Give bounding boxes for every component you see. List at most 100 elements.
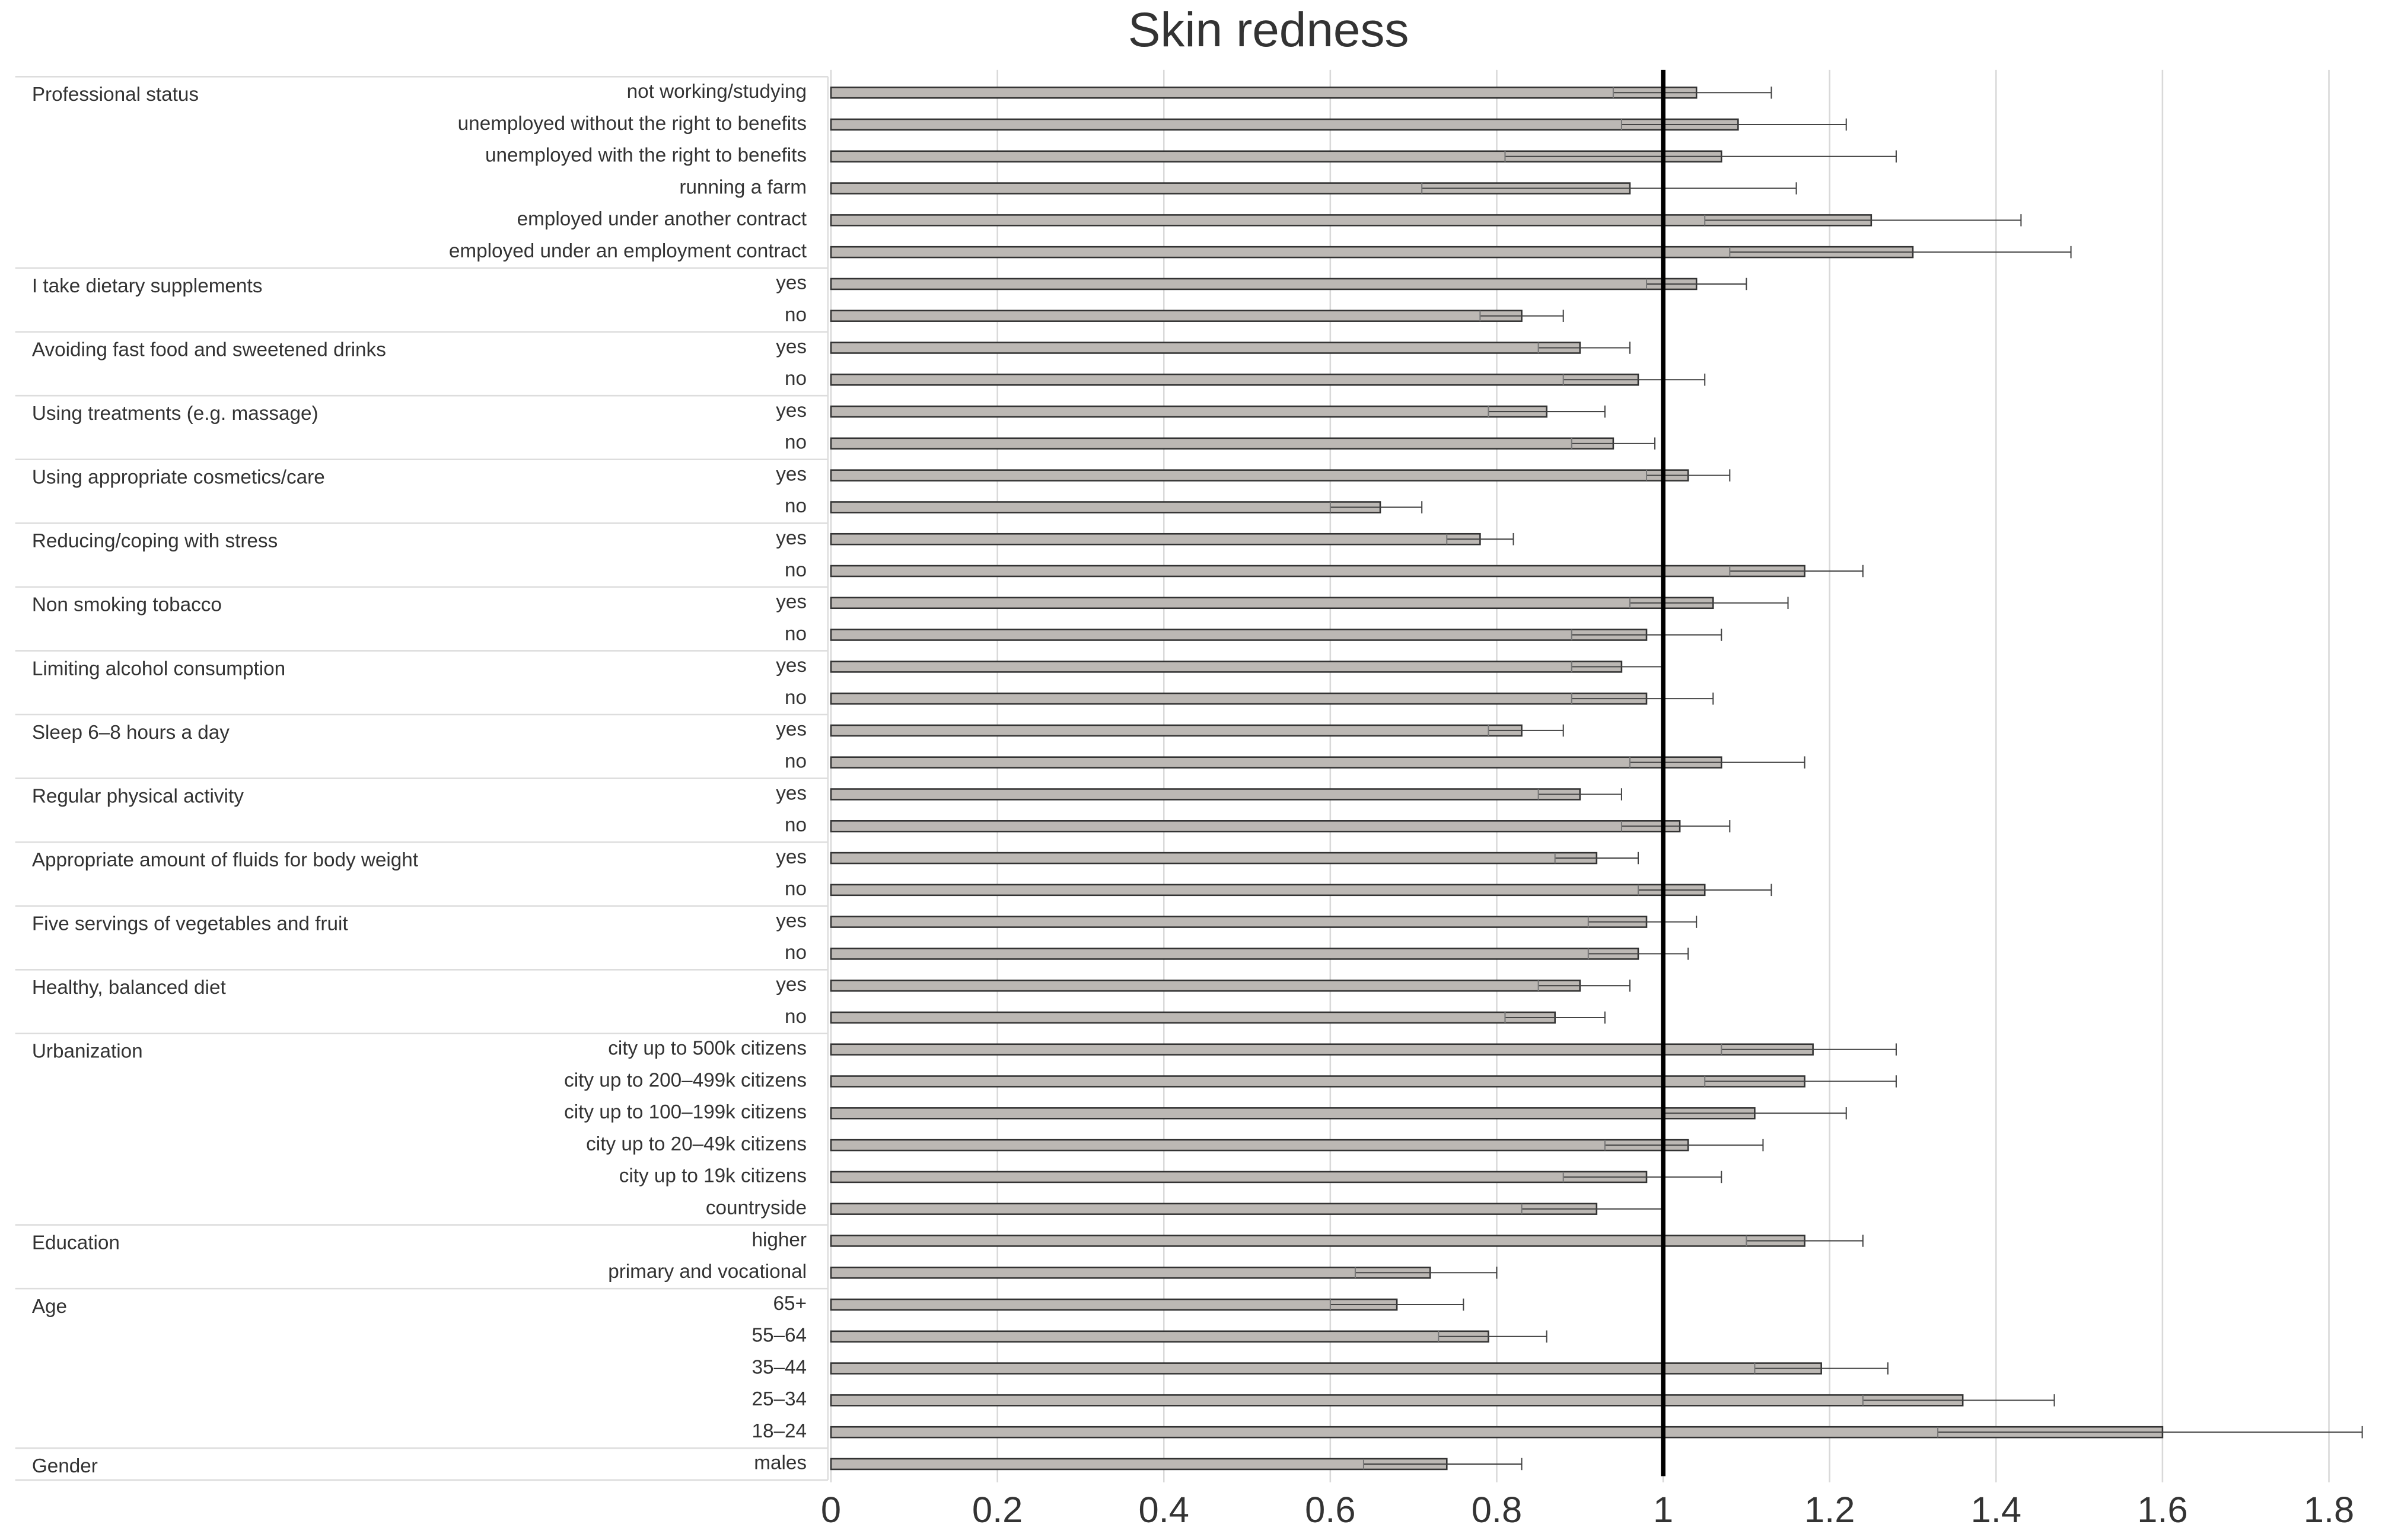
chart-title: Skin redness bbox=[1128, 3, 1409, 57]
category-label: 18–24 bbox=[751, 1420, 807, 1442]
group-label: Using appropriate cosmetics/care bbox=[32, 467, 325, 489]
category-label: no bbox=[785, 304, 807, 326]
bar bbox=[830, 565, 1805, 578]
category-label: city up to 200–499k citizens bbox=[564, 1069, 807, 1091]
group-label: Limiting alcohol consumption bbox=[32, 658, 285, 680]
category-label: primary and vocational bbox=[608, 1261, 807, 1283]
category-label: yes bbox=[776, 463, 807, 485]
bar bbox=[830, 1171, 1648, 1184]
bar bbox=[830, 1203, 1598, 1215]
category-label: males bbox=[754, 1452, 807, 1474]
group-label: Five servings of vegetables and fruit bbox=[32, 913, 348, 935]
category-label: no bbox=[785, 1006, 807, 1028]
bar bbox=[830, 1458, 1448, 1471]
bar bbox=[830, 820, 1681, 833]
group-label: Regular physical activity bbox=[32, 785, 244, 807]
category-label: yes bbox=[776, 782, 807, 804]
category-label: unemployed without the right to benefits bbox=[458, 113, 807, 135]
category-label: no bbox=[785, 878, 807, 900]
category-label: yes bbox=[776, 910, 807, 932]
bar bbox=[830, 278, 1698, 291]
category-label: 25–34 bbox=[751, 1388, 807, 1410]
bar bbox=[830, 405, 1547, 418]
bar bbox=[830, 948, 1639, 960]
category-label: no bbox=[785, 495, 807, 517]
bar bbox=[830, 979, 1581, 992]
category-label: no bbox=[785, 559, 807, 581]
bar bbox=[830, 310, 1523, 322]
category-label: yes bbox=[776, 400, 807, 422]
category-label: no bbox=[785, 942, 807, 964]
x-tick-label: 0.8 bbox=[1472, 1490, 1522, 1531]
bar bbox=[830, 1011, 1556, 1024]
bar bbox=[830, 1298, 1398, 1311]
category-label: higher bbox=[752, 1229, 807, 1251]
category-label: 55–64 bbox=[751, 1325, 807, 1347]
x-tick-label: 0 bbox=[821, 1490, 841, 1531]
category-label: yes bbox=[776, 719, 807, 741]
group-label: Sleep 6–8 hours a day bbox=[32, 722, 230, 744]
category-label: yes bbox=[776, 655, 807, 677]
bar bbox=[830, 1362, 1822, 1375]
x-tick-label: 1.2 bbox=[1804, 1490, 1855, 1531]
group-label: Appropriate amount of fluids for body we… bbox=[32, 849, 418, 871]
category-label: yes bbox=[776, 846, 807, 868]
group-label: Non smoking tobacco bbox=[32, 594, 222, 616]
x-tick-label: 0.6 bbox=[1305, 1490, 1355, 1531]
bar bbox=[830, 342, 1581, 354]
bar bbox=[830, 1075, 1805, 1088]
bar bbox=[830, 756, 1722, 769]
bar bbox=[830, 1107, 1756, 1120]
bar bbox=[830, 1330, 1489, 1343]
bar bbox=[830, 852, 1598, 865]
x-tick-label: 1.8 bbox=[2304, 1490, 2354, 1531]
category-label: no bbox=[785, 750, 807, 772]
bar bbox=[830, 1043, 1814, 1056]
category-label: city up to 20–49k citizens bbox=[586, 1133, 807, 1155]
bar bbox=[830, 1139, 1689, 1152]
group-label: Using treatments (e.g. massage) bbox=[32, 403, 319, 425]
category-label: yes bbox=[776, 527, 807, 549]
bar bbox=[830, 1235, 1805, 1247]
bar bbox=[830, 118, 1739, 131]
group-label: Urbanization bbox=[32, 1041, 143, 1063]
category-label: no bbox=[785, 368, 807, 390]
category-label: yes bbox=[776, 272, 807, 294]
bar bbox=[830, 437, 1614, 450]
x-tick-label: 1 bbox=[1653, 1490, 1673, 1531]
category-label: yes bbox=[776, 974, 807, 996]
category-label: 35–44 bbox=[751, 1356, 807, 1378]
bar bbox=[830, 501, 1381, 514]
category-label: 65+ bbox=[773, 1293, 807, 1315]
x-tick-label: 1.4 bbox=[1971, 1490, 2021, 1531]
bar bbox=[830, 788, 1581, 801]
category-label: countryside bbox=[706, 1197, 807, 1219]
group-label: Education bbox=[32, 1232, 120, 1254]
category-label: no bbox=[785, 623, 807, 645]
category-label: employed under another contract bbox=[517, 208, 807, 230]
x-tick-label: 0.2 bbox=[972, 1490, 1023, 1531]
category-label: employed under an employment contract bbox=[449, 240, 807, 262]
bar bbox=[830, 692, 1648, 705]
bar bbox=[830, 629, 1648, 641]
category-label: no bbox=[785, 687, 807, 709]
category-label: yes bbox=[776, 336, 807, 358]
category-label: running a farm bbox=[679, 176, 807, 198]
bar bbox=[830, 533, 1481, 546]
category-label: city up to 19k citizens bbox=[619, 1165, 807, 1187]
x-tick-label: 0.4 bbox=[1139, 1490, 1189, 1531]
group-label: Age bbox=[32, 1296, 67, 1318]
category-label: no bbox=[785, 432, 807, 454]
bar bbox=[830, 1266, 1431, 1279]
category-label: not working/studying bbox=[627, 81, 807, 103]
bar bbox=[830, 374, 1639, 386]
bar bbox=[830, 597, 1714, 610]
group-label: Reducing/coping with stress bbox=[32, 530, 278, 552]
bar bbox=[830, 916, 1648, 928]
group-label: Professional status bbox=[32, 84, 199, 106]
bar bbox=[830, 884, 1706, 897]
x-tick-label: 1.6 bbox=[2137, 1490, 2187, 1531]
category-label: yes bbox=[776, 591, 807, 613]
group-label: Avoiding fast food and sweetened drinks bbox=[32, 339, 386, 361]
